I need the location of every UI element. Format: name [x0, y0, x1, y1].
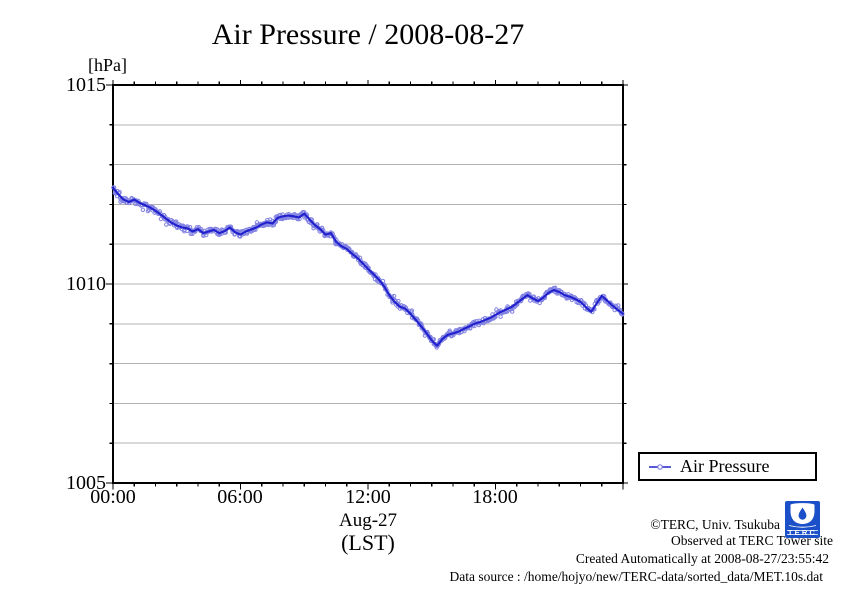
x-tick-label-1800: 18:00 [472, 486, 518, 508]
x-axis-date-label: Aug-27 [338, 510, 398, 531]
x-tick-label-1200: 12:00 [345, 486, 391, 508]
data-source-text: Data source : /home/hojyo/new/TERC-data/… [449, 569, 823, 584]
legend: Air Pressure [638, 452, 817, 481]
legend-label: Air Pressure [680, 456, 770, 476]
copyright-text: ©TERC, Univ. Tsukuba [650, 517, 780, 532]
y-tick-label-1010: 1010 [66, 273, 106, 295]
x-tick-label-0000: 00:00 [90, 486, 136, 508]
created-timestamp-text: Created Automatically at 2008-08-27/23:5… [575, 551, 829, 566]
x-tick-label-0600: 06:00 [217, 486, 263, 508]
y-axis-unit-label: [hPa] [88, 55, 127, 75]
y-tick-label-1015: 1015 [66, 74, 106, 96]
water-drop-icon [798, 507, 807, 520]
x-axis-timezone-label: (LST) [341, 530, 395, 555]
chart-title: Air Pressure / 2008-08-27 [211, 18, 525, 51]
legend-line-marker-icon [649, 463, 671, 470]
air-pressure-plot [106, 80, 628, 490]
y-tick-label-1005: 1005 [66, 472, 106, 494]
terc-logo-text: TERC [788, 528, 817, 537]
terc-logo: TERC [785, 501, 820, 538]
